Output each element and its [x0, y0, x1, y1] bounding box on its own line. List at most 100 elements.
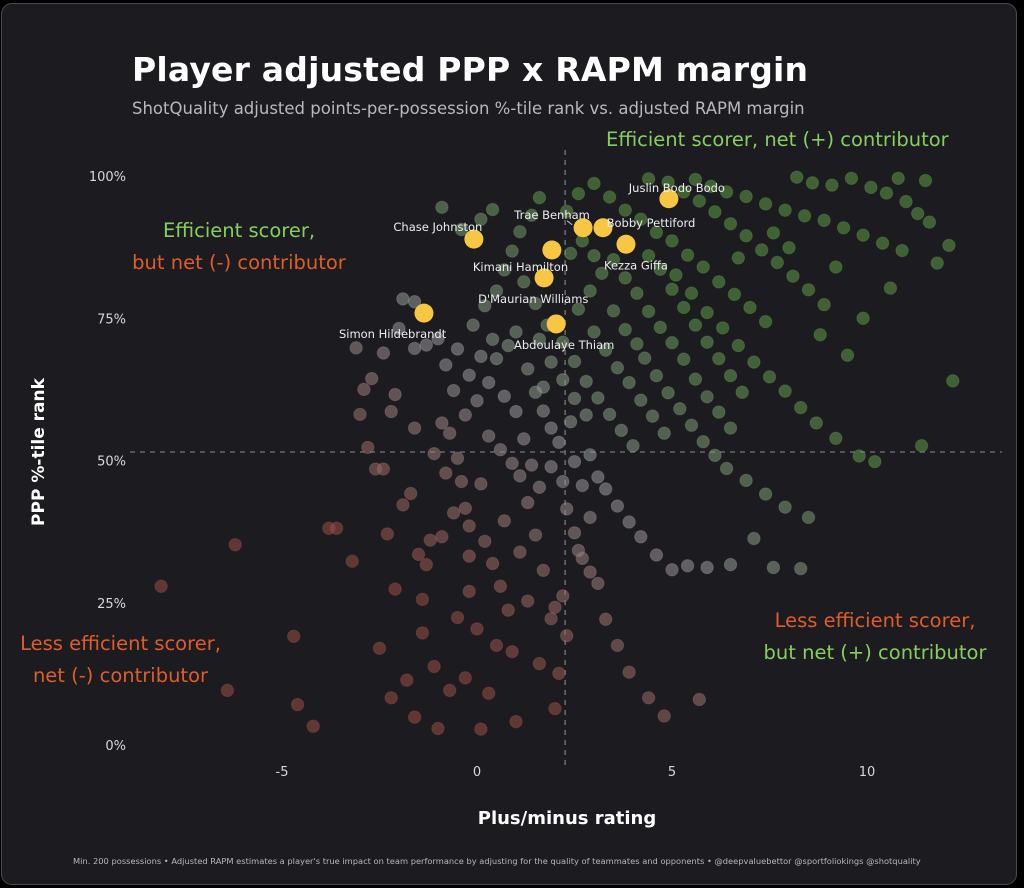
player-point — [731, 251, 745, 265]
player-point — [528, 528, 543, 542]
player-point — [361, 440, 375, 455]
player-point — [392, 321, 406, 336]
player-point — [396, 498, 410, 512]
player-point — [501, 603, 515, 617]
player-point — [825, 178, 839, 192]
player-point — [595, 266, 609, 280]
player-point — [306, 719, 320, 733]
player-point — [684, 418, 699, 432]
player-point — [345, 554, 359, 568]
player-label: Chase Johnston — [393, 220, 482, 234]
y-tick-label: 100% — [89, 170, 126, 185]
player-point — [723, 369, 738, 383]
player-point — [388, 582, 402, 596]
player-point — [591, 391, 605, 405]
player-point — [482, 375, 496, 390]
player-point — [474, 349, 488, 364]
chart-card — [1, 3, 1017, 885]
player-point — [587, 248, 601, 263]
player-point — [497, 389, 511, 403]
player-point — [735, 385, 749, 399]
quadrant-top-right-line1: Efficient scorer, net (+) contributor — [606, 128, 949, 151]
player-label: Trae Benham — [513, 208, 590, 222]
player-point — [407, 421, 422, 435]
player-point — [665, 282, 679, 296]
player-point — [509, 714, 523, 729]
player-point — [801, 510, 816, 525]
player-point — [587, 325, 601, 339]
player-point — [583, 565, 597, 579]
player-point — [708, 448, 722, 463]
player-point — [560, 629, 574, 643]
player-point — [817, 297, 831, 312]
player-point — [357, 382, 371, 397]
quadrant-label-bottom-right: Less efficient scorer, but net (+) contr… — [748, 605, 1002, 669]
player-point — [622, 665, 636, 679]
player-point — [630, 337, 644, 351]
player-point — [794, 561, 808, 576]
player-point — [454, 474, 469, 489]
player-point — [680, 559, 695, 573]
player-point — [883, 281, 898, 295]
player-point — [567, 454, 582, 469]
player-point — [864, 180, 878, 195]
player-point — [287, 629, 301, 644]
y-tick-label: 0% — [105, 739, 126, 754]
player-point — [435, 416, 449, 430]
player-point — [532, 190, 547, 205]
player-point — [677, 185, 691, 199]
quadrant-bottom-left-line1: Less efficient scorer, — [20, 632, 221, 655]
player-point — [739, 189, 753, 204]
player-label: Simon Hildebrandt — [339, 327, 447, 341]
player-point — [458, 501, 472, 515]
player-point — [657, 426, 671, 440]
x-axis-ticks: -5 0 5 10 — [276, 765, 876, 780]
player-point — [692, 692, 706, 707]
player-point — [739, 473, 753, 488]
player-point — [583, 510, 597, 525]
player-point — [610, 499, 625, 513]
player-point — [891, 171, 905, 185]
player-point — [435, 200, 449, 214]
player-point — [384, 404, 398, 419]
player-point — [384, 691, 398, 705]
player-point — [439, 358, 453, 372]
player-point — [563, 415, 578, 429]
player-point — [532, 480, 547, 494]
player-point — [154, 579, 168, 593]
player-point — [404, 486, 418, 501]
player-point — [688, 372, 703, 386]
player-point — [376, 462, 391, 476]
player-point — [696, 435, 710, 449]
player-point — [778, 384, 792, 398]
player-point — [556, 373, 570, 387]
player-point — [602, 190, 617, 204]
player-point — [634, 530, 648, 544]
player-point — [758, 314, 773, 329]
player-point — [712, 405, 726, 419]
player-point — [778, 203, 792, 217]
player-point — [591, 576, 605, 591]
highlighted-point — [534, 268, 554, 288]
player-point — [415, 592, 430, 607]
player-point — [419, 557, 433, 572]
player-point — [712, 351, 726, 366]
x-tick-label: 0 — [473, 765, 481, 780]
player-point — [610, 361, 625, 375]
player-point — [536, 404, 550, 418]
player-point — [493, 442, 508, 457]
player-point — [610, 638, 625, 653]
player-point — [719, 185, 734, 199]
player-point — [474, 212, 488, 226]
player-point — [856, 228, 870, 242]
highlighted-point — [659, 189, 679, 209]
player-point — [560, 204, 574, 218]
player-point — [645, 409, 660, 423]
player-point — [747, 355, 761, 369]
player-point — [443, 426, 457, 440]
player-point — [458, 671, 472, 685]
player-point — [797, 209, 812, 223]
player-point — [513, 225, 527, 239]
player-point — [411, 547, 426, 562]
player-point — [911, 206, 925, 221]
